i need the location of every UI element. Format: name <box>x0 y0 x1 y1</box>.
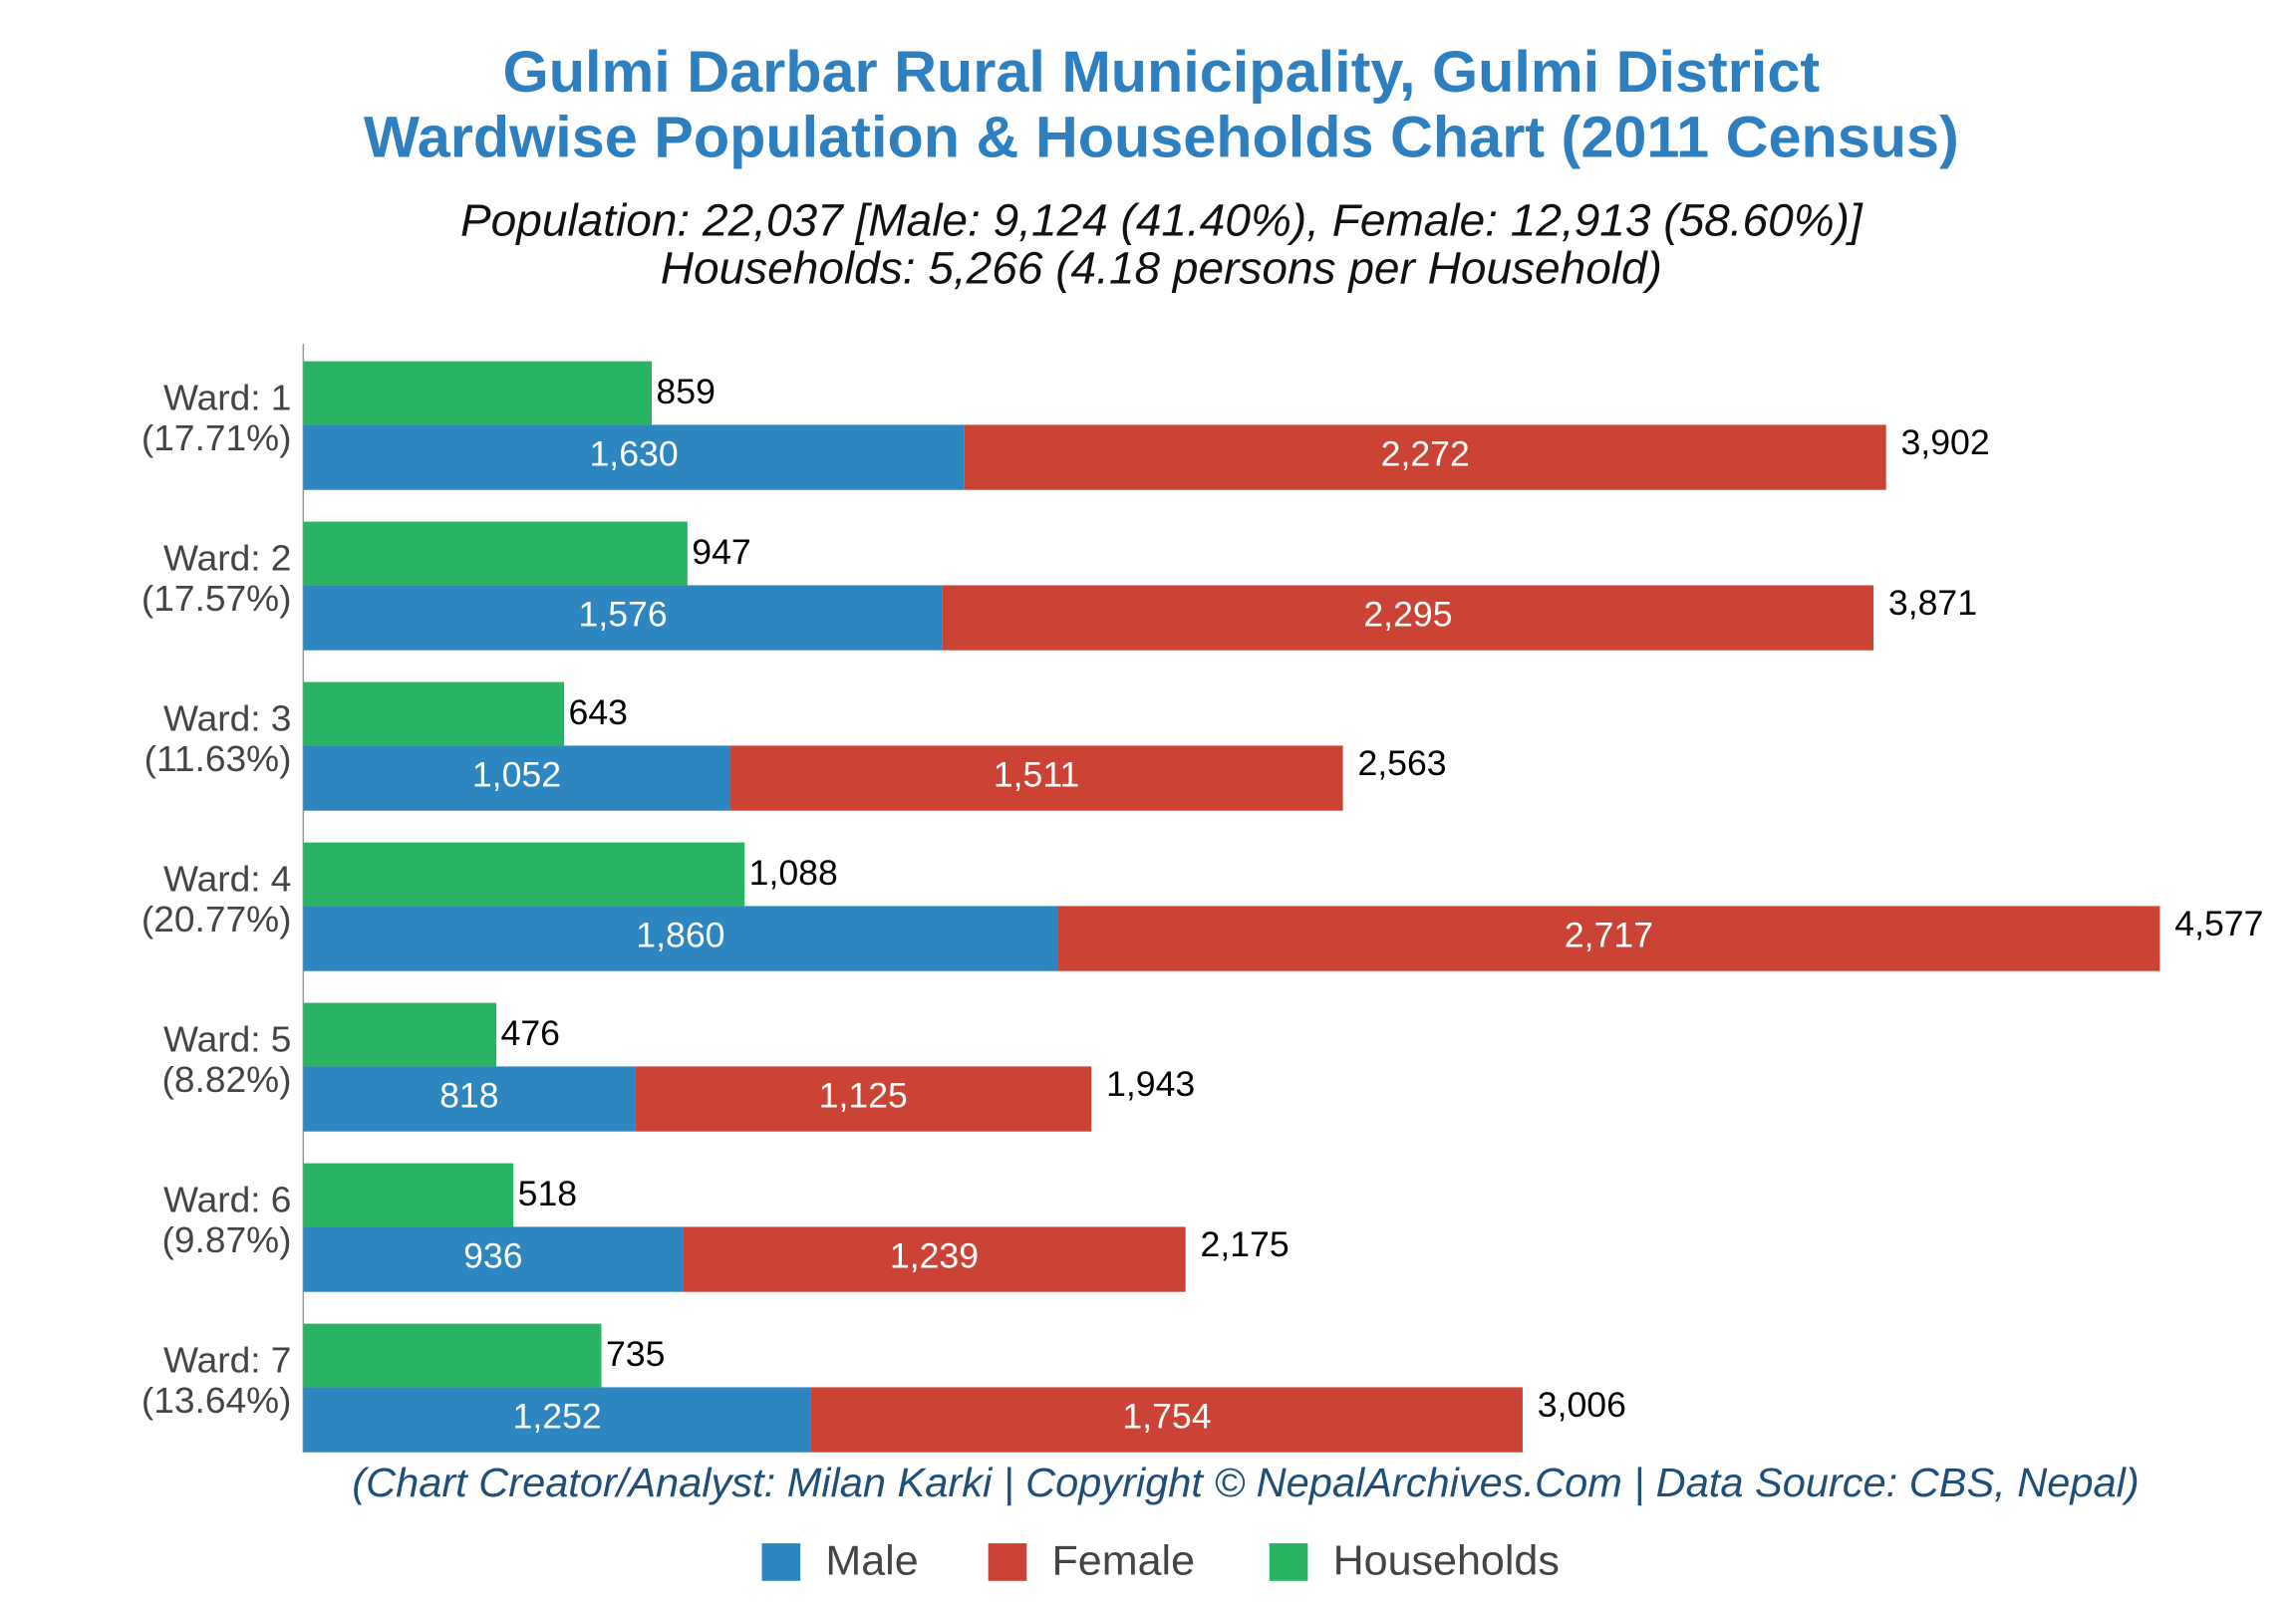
credit: (Chart Creator/Analyst: Milan Karki | Co… <box>352 1460 2139 1504</box>
total-label: 2,175 <box>1201 1225 1290 1264</box>
value-label: 1,860 <box>636 917 724 955</box>
bar <box>303 361 652 425</box>
bar <box>1057 906 2160 971</box>
value-label: 518 <box>518 1176 577 1214</box>
bar <box>810 1387 1523 1453</box>
total-label: 4,577 <box>2174 905 2263 943</box>
legend-swatch <box>1269 1543 1308 1581</box>
value-label: 1,576 <box>579 596 668 635</box>
category-label: Ward: 7 <box>163 1340 291 1381</box>
bar <box>303 1163 514 1227</box>
bar <box>303 842 745 907</box>
category-note: (13.64%) <box>142 1380 292 1421</box>
value-label: 1,754 <box>1122 1398 1211 1437</box>
value-label: 1,511 <box>994 756 1080 795</box>
chart-title: Wardwise Population & Households Chart (… <box>364 106 1959 169</box>
bar <box>729 745 1343 811</box>
value-label: 1,252 <box>513 1398 602 1437</box>
category-note: (20.77%) <box>142 899 292 939</box>
bar <box>303 1387 811 1453</box>
value-label: 1,239 <box>890 1237 979 1276</box>
bar <box>303 1002 497 1067</box>
category-note: (11.63%) <box>144 738 292 779</box>
category-label: Ward: 6 <box>163 1180 291 1220</box>
bar <box>964 424 1886 490</box>
bar <box>303 681 565 746</box>
legend-swatch <box>761 1543 801 1581</box>
value-label: 859 <box>656 374 715 412</box>
value-label: 643 <box>569 694 628 733</box>
bar <box>303 1226 684 1292</box>
value-label: 2,295 <box>1363 596 1452 635</box>
bar <box>303 745 730 811</box>
total-label: 1,943 <box>1106 1065 1195 1104</box>
category-label: Ward: 1 <box>163 378 291 418</box>
value-label: 1,630 <box>590 435 679 474</box>
chart-subtitle: Households: 5,266 (4.18 persons per Hous… <box>661 243 1662 293</box>
bar <box>942 585 1874 651</box>
category-note: (17.71%) <box>142 417 292 458</box>
category-note: (8.82%) <box>162 1059 292 1100</box>
value-label: 818 <box>439 1077 498 1116</box>
value-label: 1,088 <box>749 855 838 894</box>
chart-title: Gulmi Darbar Rural Municipality, Gulmi D… <box>503 41 1821 105</box>
bar <box>303 1323 602 1388</box>
total-label: 3,006 <box>1538 1386 1626 1425</box>
total-label: 2,563 <box>1357 744 1446 783</box>
bar <box>303 424 965 490</box>
bar <box>683 1226 1186 1292</box>
legend-label: Male <box>825 1537 918 1584</box>
bar <box>303 1066 636 1132</box>
category-label: Ward: 3 <box>163 698 291 739</box>
value-label: 936 <box>463 1237 522 1276</box>
total-label: 3,871 <box>1888 584 1977 623</box>
category-label: Ward: 2 <box>163 538 291 579</box>
bar <box>303 585 943 651</box>
bar <box>635 1066 1092 1132</box>
legend-label: Female <box>1052 1537 1196 1584</box>
value-label: 735 <box>606 1336 665 1375</box>
legend-swatch <box>988 1543 1027 1581</box>
category-label: Ward: 5 <box>163 1019 291 1060</box>
legend-label: Households <box>1333 1537 1560 1584</box>
chart-subtitle: Population: 22,037 [Male: 9,124 (41.40%)… <box>460 195 1864 245</box>
value-label: 476 <box>501 1015 560 1054</box>
category-label: Ward: 4 <box>163 859 291 900</box>
category-note: (9.87%) <box>162 1219 292 1260</box>
category-note: (17.57%) <box>142 578 292 619</box>
total-label: 3,902 <box>1901 423 1990 462</box>
value-label: 2,272 <box>1381 435 1470 474</box>
value-label: 1,052 <box>472 756 561 795</box>
value-label: 947 <box>692 534 750 573</box>
bar <box>303 521 688 586</box>
bar <box>303 906 1058 971</box>
value-label: 2,717 <box>1565 917 1653 955</box>
value-label: 1,125 <box>819 1077 908 1116</box>
